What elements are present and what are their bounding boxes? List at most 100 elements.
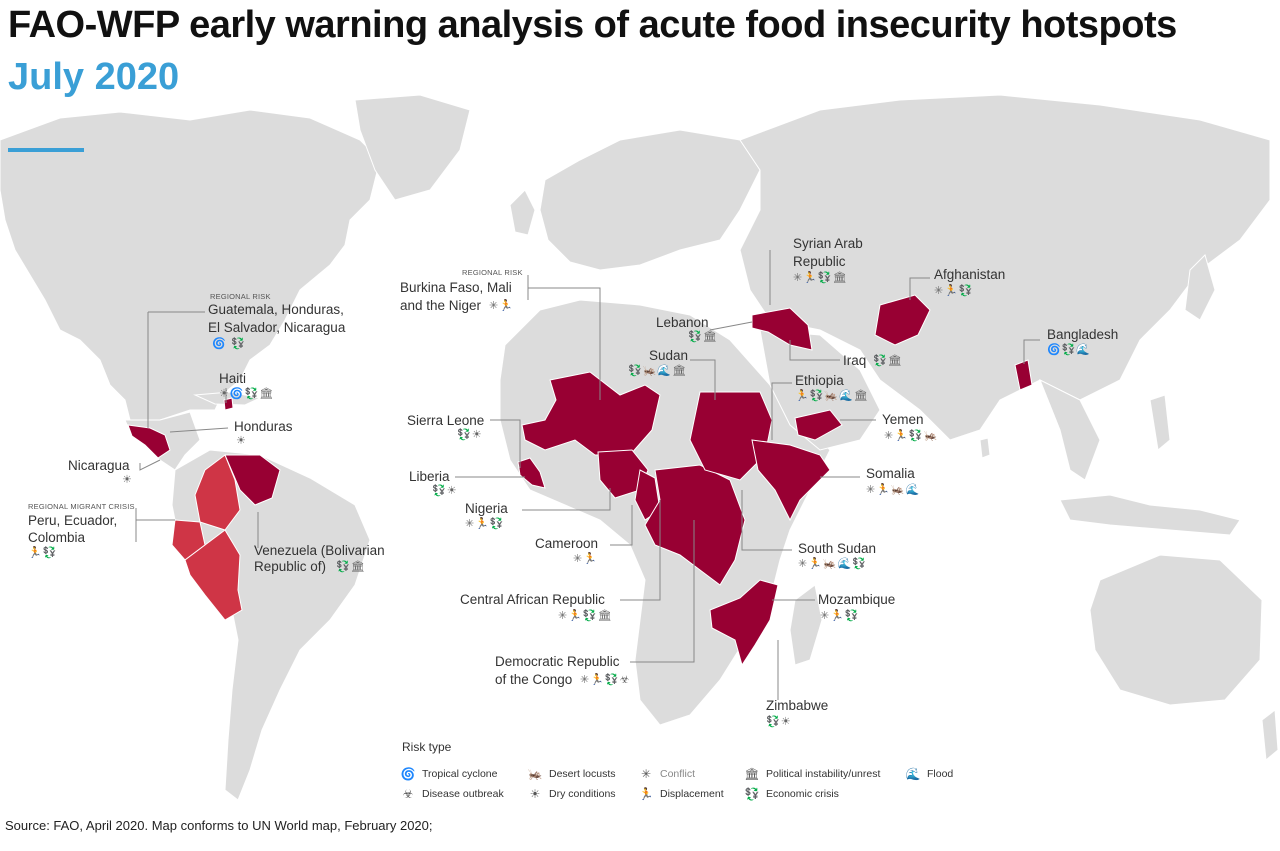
- land-greenland: [354, 94, 471, 201]
- label-ethiopia: Ethiopia: [795, 373, 844, 388]
- label-guatemala-line1: Guatemala, Honduras,: [208, 302, 344, 317]
- label-peru-line2: Colombia: [28, 530, 86, 545]
- page-subtitle: July 2020: [8, 56, 180, 98]
- area-sudan-ssudan: [689, 391, 773, 481]
- sun-dry-icon: ☀: [529, 787, 541, 801]
- icons-haiti: ☀🌀💱🏛: [219, 387, 275, 400]
- conflict-icon: ✳: [640, 767, 652, 781]
- label-burkina-tag: REGIONAL RISK: [462, 268, 523, 277]
- icons-ethiopia: 🏃💱🦗🌊🏛: [795, 389, 869, 402]
- title-underline: [8, 148, 84, 152]
- political-icon: 🏛: [744, 767, 760, 781]
- land-sri-lanka: [979, 437, 991, 459]
- land-europe: [539, 129, 761, 271]
- icons-cameroon: ✳🏃: [573, 552, 598, 565]
- legend-item-conflict: ✳ Conflict: [638, 767, 695, 781]
- hotspot-areas: [127, 294, 1033, 667]
- icons-nicaragua: ☀: [122, 473, 133, 486]
- area-peru: [184, 529, 243, 621]
- land-philippines: [1149, 394, 1171, 451]
- label-syria-line1: Syrian Arab: [793, 236, 863, 251]
- legend-item-economic-crisis: 💱 Economic crisis: [744, 787, 839, 801]
- area-afghanistan: [874, 294, 931, 346]
- area-venezuela: [224, 454, 281, 506]
- cyclone-icon: 🌀: [400, 767, 416, 781]
- area-mali-burkina-niger: [521, 371, 661, 456]
- land-masses: [0, 94, 1279, 801]
- area-ethiopia-somalia: [751, 439, 831, 522]
- label-sudan: Sudan: [649, 348, 689, 363]
- icons-zimbabwe: 💱☀: [766, 715, 792, 728]
- locust-icon: 🦗: [527, 767, 543, 781]
- economic-icon: 💱: [744, 787, 760, 801]
- icons-syria: ✳🏃💱🏛: [793, 271, 848, 284]
- icons-afghanistan: ✳🏃💱: [934, 284, 974, 297]
- legend-item-desert-locusts: 🦗 Desert locusts: [527, 767, 616, 781]
- label-car: Central African Republic: [460, 592, 605, 607]
- icons-venezuela: 💱🏛: [336, 560, 366, 573]
- leader-lines: [135, 250, 1040, 700]
- label-lebanon: Lebanon: [656, 315, 709, 330]
- label-haiti: Haiti: [219, 371, 247, 386]
- icons-sierra-leone: 💱☀: [457, 428, 483, 441]
- icons-nigeria: ✳🏃💱: [465, 517, 505, 530]
- label-guatemala-tag: REGIONAL RISK: [210, 292, 271, 301]
- area-syria-iraq: [751, 307, 813, 351]
- label-venezuela-line2: Republic of): [254, 559, 327, 574]
- legend-item-dry-conditions: ☀ Dry conditions: [527, 787, 616, 801]
- area-mozambique-zimbabwe: [709, 579, 779, 667]
- label-cameroon: Cameroon: [535, 536, 599, 551]
- area-central-america: [127, 424, 171, 459]
- label-honduras: Honduras: [234, 419, 293, 434]
- icons-yemen: ✳🏃💱🦗: [884, 429, 939, 442]
- label-somalia: Somalia: [866, 466, 915, 481]
- page-title: FAO-WFP early warning analysis of acute …: [8, 4, 1177, 46]
- label-guatemala-line2: El Salvador, Nicaragua: [208, 320, 346, 335]
- label-bangladesh: Bangladesh: [1047, 327, 1119, 342]
- label-peru-tag: REGIONAL MIGRANT CRISIS: [28, 502, 135, 511]
- label-zimbabwe: Zimbabwe: [766, 698, 829, 713]
- icons-car: ✳🏃💱🏛: [558, 609, 613, 622]
- icons-iraq: 💱🏛: [873, 354, 903, 367]
- label-venezuela-line1: Venezuela (Bolivarian: [254, 543, 385, 558]
- land-australia: [1089, 554, 1263, 706]
- label-syria-line2: Republic: [793, 254, 846, 269]
- icons-burkina: ✳🏃: [489, 299, 514, 312]
- flood-icon: 🌊: [905, 767, 921, 781]
- biohazard-icon: ☣: [402, 787, 414, 801]
- label-drc-line1: Democratic Republic: [495, 654, 620, 669]
- label-iraq: Iraq: [843, 353, 867, 368]
- source-note: Source: FAO, April 2020. Map conforms to…: [5, 818, 433, 833]
- label-sierra-leone: Sierra Leone: [407, 413, 485, 428]
- regional-crisis-areas: [171, 454, 243, 621]
- icons-lebanon: 💱🏛: [688, 330, 718, 343]
- area-car-drc: [644, 464, 746, 586]
- icons-sudan: 💱🦗🌊🏛: [628, 364, 688, 377]
- land-japan: [1184, 254, 1216, 321]
- legend-title: Risk type: [402, 740, 452, 754]
- land-madagascar: [789, 584, 823, 666]
- land-new-zealand: [1261, 709, 1279, 761]
- icons-south-sudan: ✳🏃🦗🌊💱: [798, 557, 868, 570]
- label-nigeria: Nigeria: [465, 501, 508, 516]
- legend-item-tropical-cyclone: 🌀 Tropical cyclone: [400, 767, 498, 781]
- label-burkina-line1: Burkina Faso, Mali: [400, 280, 512, 295]
- land-uk: [509, 189, 536, 236]
- label-nicaragua: Nicaragua: [68, 458, 130, 473]
- icons-drc: ✳🏃💱☣: [580, 673, 631, 686]
- icons-mozambique: ✳🏃💱: [820, 609, 860, 622]
- icons-liberia: 💱☀: [432, 484, 458, 497]
- label-mozambique: Mozambique: [818, 592, 896, 607]
- label-liberia: Liberia: [409, 469, 450, 484]
- label-drc-line2: of the Congo: [495, 672, 573, 687]
- label-yemen: Yemen: [882, 412, 924, 427]
- land-se-asia: [1039, 378, 1101, 481]
- land-north-america: [0, 109, 381, 421]
- legend-item-flood: 🌊 Flood: [905, 767, 954, 781]
- displacement-icon: 🏃: [638, 787, 654, 801]
- label-afghanistan: Afghanistan: [934, 267, 1006, 282]
- label-south-sudan: South Sudan: [798, 541, 877, 556]
- area-sierra-leone-liberia: [517, 457, 546, 489]
